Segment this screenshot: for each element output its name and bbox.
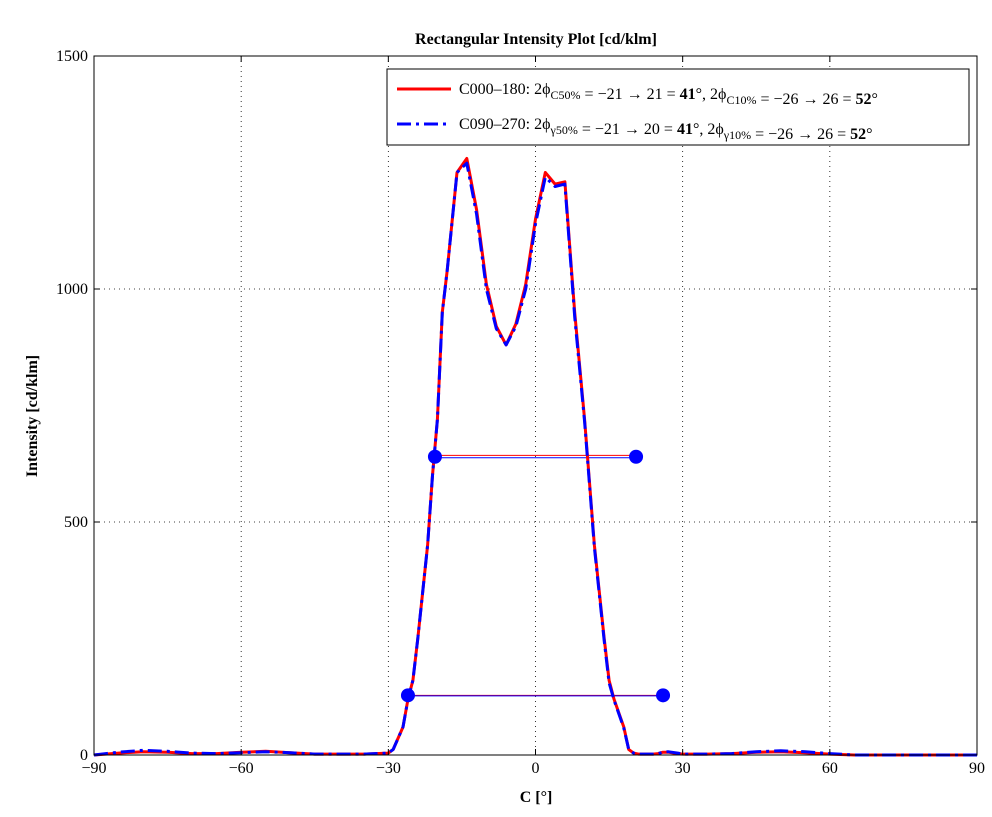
threshold-markers <box>400 449 671 703</box>
reference-lines <box>407 454 664 697</box>
threshold-marker <box>400 688 415 703</box>
y-tick-label: 500 <box>64 514 88 531</box>
legend-box <box>386 68 970 146</box>
x-tick-label: 30 <box>675 760 691 777</box>
y-tick-label: 1500 <box>56 48 88 65</box>
chart-title: Rectangular Intensity Plot [cd/klm] <box>415 31 657 48</box>
threshold-marker <box>656 688 671 703</box>
threshold-marker <box>629 449 644 464</box>
axis-ticks: −90 −60 −30 0 30 60 90 0 500 1000 1500 <box>56 48 985 777</box>
legend-label-1: C000–180: 2ϕC50% = −21 → 21 = 41°, 2ϕC10… <box>459 81 878 108</box>
series-lines <box>93 157 977 757</box>
threshold-marker <box>427 449 442 464</box>
x-tick-label: 0 <box>532 760 540 777</box>
legend: C000–180: 2ϕC50% = −21 → 21 = 41°, 2ϕC10… <box>386 68 970 146</box>
y-tick-label: 0 <box>80 747 88 764</box>
x-tick-label: 60 <box>822 760 838 777</box>
x-tick-label: −30 <box>376 760 401 777</box>
x-tick-label: −90 <box>81 760 106 777</box>
x-axis-label: C [°] <box>520 789 553 806</box>
x-tick-label: −60 <box>229 760 254 777</box>
y-axis-label: Intensity [cd/klm] <box>24 355 41 477</box>
y-tick-label: 1000 <box>56 281 88 298</box>
legend-label-2: C090–270: 2ϕγ50% = −21 → 20 = 41°, 2ϕγ10… <box>459 116 873 143</box>
series-line-2 <box>93 161 977 757</box>
x-tick-label: 90 <box>969 760 985 777</box>
